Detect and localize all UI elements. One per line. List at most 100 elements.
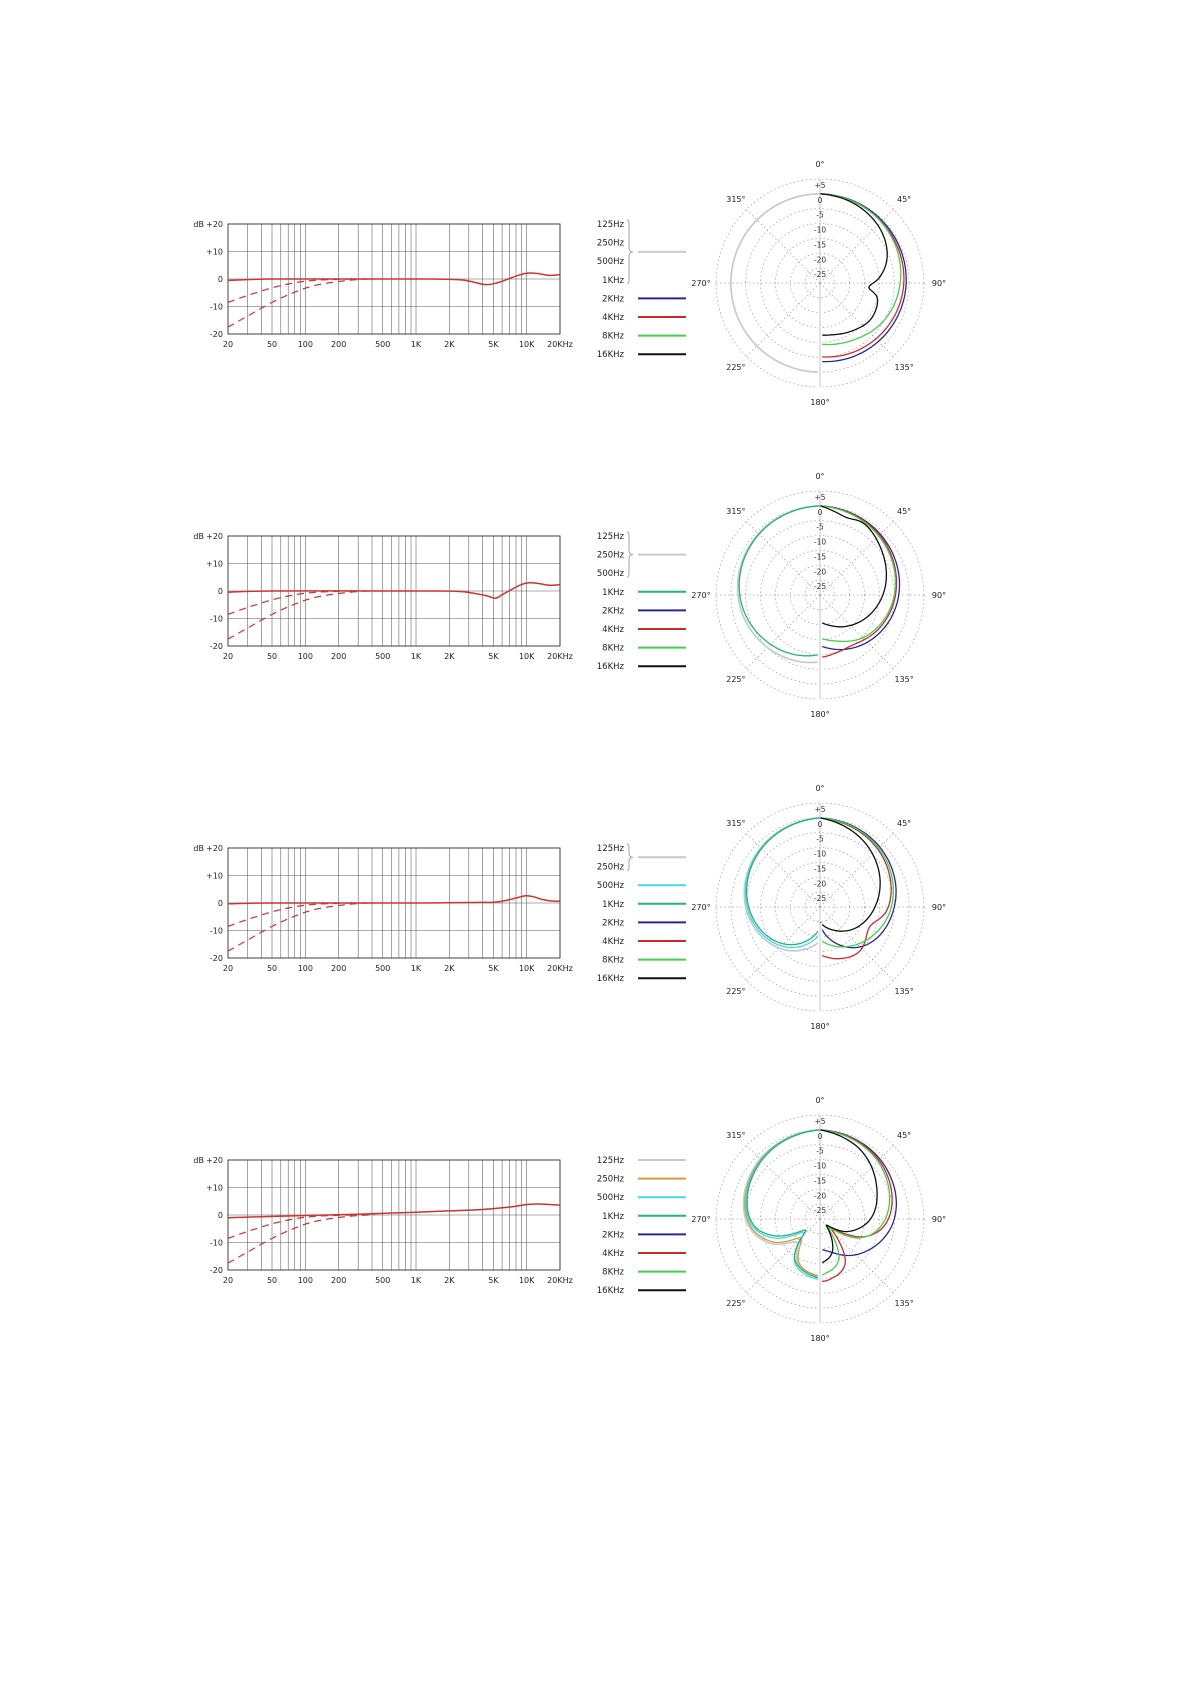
- x-axis-tick-label: 10K: [519, 652, 535, 661]
- legend-label: 16KHz: [597, 974, 625, 984]
- polar-angle-label: 270°: [691, 903, 710, 912]
- polar-angle-label: 225°: [726, 987, 745, 996]
- legend-label: 250Hz: [597, 239, 625, 249]
- y-axis-unit-label: dB: [193, 220, 204, 229]
- y-axis-tick-label: 0: [218, 275, 223, 284]
- polar-grid-radial: [819, 594, 894, 669]
- legend-label: 8KHz: [602, 332, 624, 342]
- y-axis-unit-label: dB: [193, 844, 204, 853]
- polar-curve-2khz: [819, 505, 901, 651]
- polar-grid-radial: [819, 906, 894, 981]
- polar-ring-label: 0: [818, 1132, 823, 1141]
- polar-ring-label: +5: [814, 493, 825, 502]
- y-axis-tick-label: +20: [206, 220, 223, 229]
- legend-label: 125Hz: [597, 1156, 625, 1166]
- x-axis-tick-label: 20KHz: [547, 340, 573, 349]
- legend-label: 2KHz: [602, 1230, 624, 1240]
- x-axis-tick-label: 100: [298, 964, 313, 973]
- x-axis-tick-label: 5K: [488, 340, 499, 349]
- legend-label: 16KHz: [597, 662, 625, 672]
- y-axis-tick-label: +10: [206, 247, 223, 256]
- y-axis-tick-label: 0: [218, 899, 223, 908]
- polar-ring-label: -10: [814, 850, 826, 859]
- polar-angle-label: 135°: [894, 363, 913, 372]
- polar-angle-label: 45°: [897, 1131, 911, 1140]
- polar-ring-label: -25: [814, 582, 826, 591]
- polar-curve-8khz: [819, 817, 894, 948]
- fr-curve-lowcut-dashed: [228, 902, 375, 952]
- frequency-legend: 125Hz 250Hz 500Hz 1KHz 2KHz 4KHz 8KHz 16KHz: [597, 531, 686, 672]
- polar-angle-label: 135°: [894, 675, 913, 684]
- frequency-response-chart: +20 +10 0 -10 -20 dB 20 50 100 200 500 1K 2K 5K 10K 20K…: [193, 1156, 573, 1285]
- x-axis-tick-label: 50: [267, 964, 277, 973]
- x-axis-tick-label: 50: [267, 652, 277, 661]
- x-axis-tick-label: 2K: [444, 652, 455, 661]
- polar-angle-label: 315°: [726, 819, 745, 828]
- polar-ring-label: -5: [816, 1147, 824, 1156]
- polar-angle-label: 90°: [932, 279, 946, 288]
- chart-row-2: +20 +10 0 -10 -20 dB 20 50 100 200 500 1K 2K 5K 10K 20K…: [0, 472, 1190, 784]
- x-axis-tick-label: 20KHz: [547, 964, 573, 973]
- polar-curve-16khz: [819, 1129, 878, 1265]
- x-axis-tick-label: 20KHz: [547, 1276, 573, 1285]
- legend-label: 2KHz: [602, 606, 624, 616]
- polar-curve-8khz: [819, 1129, 891, 1277]
- polar-angle-label: 270°: [691, 591, 710, 600]
- polar-angle-label: 315°: [726, 1131, 745, 1140]
- fr-curve-lowcut-dashed: [228, 902, 355, 927]
- polar-angle-label: 180°: [810, 398, 829, 407]
- fr-curve-solid: [228, 1203, 560, 1219]
- fr-curve-lowcut-dashed: [228, 278, 355, 303]
- x-axis-tick-label: 10K: [519, 1276, 535, 1285]
- x-axis-tick-label: 200: [331, 1276, 346, 1285]
- legend-label: 250Hz: [597, 1175, 625, 1185]
- x-axis-tick-label: 2K: [444, 964, 455, 973]
- y-axis-tick-label: +10: [206, 1183, 223, 1192]
- polar-angle-label: 45°: [897, 507, 911, 516]
- y-axis-tick-label: -20: [210, 642, 223, 651]
- polar-curve-8khz: [819, 193, 902, 346]
- legend-label: 16KHz: [597, 350, 625, 360]
- polar-ring-label: -20: [814, 879, 826, 888]
- legend-label: 500Hz: [597, 1193, 625, 1203]
- polar-angle-label: 270°: [691, 1215, 710, 1224]
- polar-curve-4khz: [819, 193, 905, 358]
- polar-ring-label: -5: [816, 835, 824, 844]
- legend-label: 8KHz: [602, 956, 624, 966]
- fr-curve-lowcut-dashed: [228, 1214, 355, 1239]
- polar-grid-radial: [746, 209, 821, 284]
- polar-ring-label: -15: [814, 552, 826, 561]
- y-axis-tick-label: -10: [210, 926, 223, 935]
- y-axis-unit-label: dB: [193, 1156, 204, 1165]
- frequency-legend: 125Hz 250Hz 500Hz 1KHz 2KHz 4KHz 8KHz 16KHz: [597, 219, 686, 360]
- polar-curve-2khz: [819, 1129, 898, 1257]
- polar-angle-label: 225°: [726, 675, 745, 684]
- polar-pattern-chart: 0° 45° 90° 135° 180° 225° 270° 315° +5 0 -5 -10 -15 -…: [691, 1096, 946, 1343]
- legend-label: 4KHz: [602, 937, 624, 947]
- x-axis-tick-label: 100: [298, 1276, 313, 1285]
- legend-label: 125Hz: [597, 532, 625, 542]
- frequency-legend: 125Hz 250Hz 500Hz 1KHz 2KHz 4KHz 8KHz 16KHz: [597, 1156, 686, 1296]
- polar-grid-radial: [746, 1145, 821, 1220]
- polar-grid-radial: [819, 521, 894, 596]
- x-axis-tick-label: 1K: [411, 652, 422, 661]
- frequency-response-chart: +20 +10 0 -10 -20 dB 20 50 100 200 500 1K 2K 5K 10K 20K…: [193, 532, 572, 661]
- polar-angle-label: 315°: [726, 195, 745, 204]
- polar-angle-label: 180°: [810, 1334, 829, 1343]
- y-axis-tick-label: 0: [218, 1211, 223, 1220]
- polar-ring-label: -25: [814, 1206, 826, 1215]
- polar-pattern-chart: 0° 45° 90° 135° 180° 225° 270° 315° +5 0 -5 -10 -15 -…: [691, 472, 946, 719]
- polar-ring-label: -15: [814, 1176, 826, 1185]
- legend-label: 8KHz: [602, 644, 624, 654]
- polar-ring-label: -10: [814, 538, 826, 547]
- fr-grid: [227, 1159, 561, 1271]
- polar-curve-4khz: [819, 505, 898, 659]
- legend-label: 500Hz: [597, 881, 625, 891]
- polar-grid-radial: [819, 282, 894, 357]
- frequency-response-chart: +20 +10 0 -10 -20 dB 20 50 100 200 500 1K 2K 5K 10K 20K…: [193, 220, 573, 349]
- polar-curve-16khz: [819, 505, 888, 628]
- y-axis-tick-label: +10: [206, 559, 223, 568]
- polar-grid-radial: [819, 1145, 894, 1220]
- chart-row-4: +20 +10 0 -10 -20 dB 20 50 100 200 500 1K 2K 5K 10K 20K…: [0, 1096, 1190, 1408]
- polar-pattern-chart: 0° 45° 90° 135° 180° 225° 270° 315° +5 0 -5 -10 -15 -…: [691, 160, 946, 407]
